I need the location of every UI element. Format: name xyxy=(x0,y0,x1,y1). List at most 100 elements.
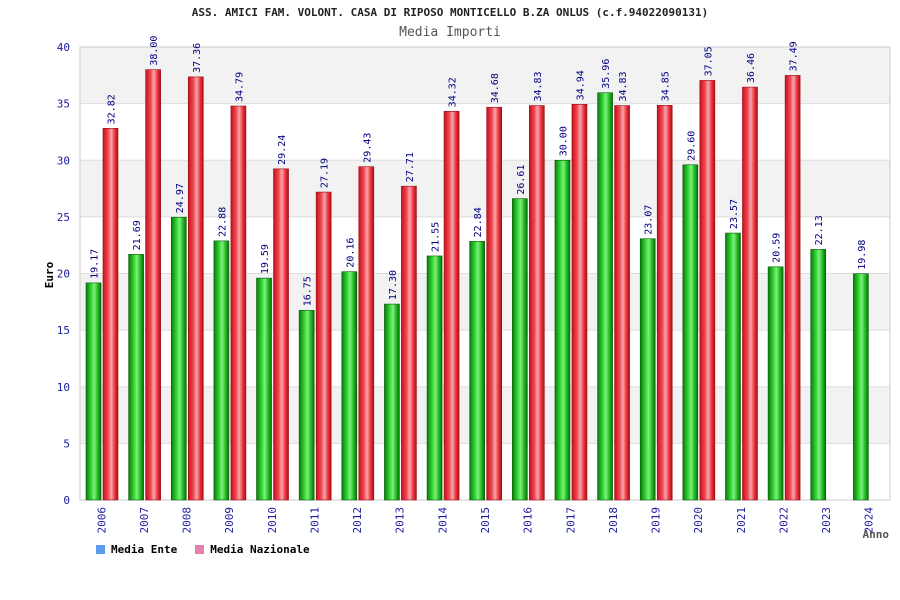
data-label: 22.13 xyxy=(814,215,825,245)
data-label: 19.17 xyxy=(90,249,101,279)
x-tick-label: 2024 xyxy=(863,507,876,534)
data-label: 34.68 xyxy=(490,73,501,103)
x-tick-label: 2017 xyxy=(564,507,577,534)
x-tick-label: 2014 xyxy=(436,507,449,534)
y-tick-label: 40 xyxy=(57,41,70,54)
y-tick-label: 35 xyxy=(57,98,70,111)
bar-media-nazionale xyxy=(529,105,545,501)
data-label: 34.83 xyxy=(618,71,629,101)
data-label: 34.32 xyxy=(448,77,459,107)
x-tick-label: 2018 xyxy=(607,507,620,534)
bar-media-nazionale xyxy=(102,128,119,501)
data-label: 34.94 xyxy=(575,70,586,100)
bar-media-nazionale xyxy=(273,168,289,501)
legend-swatch-media-nazionale xyxy=(195,545,205,554)
data-label: 35.96 xyxy=(601,59,612,89)
data-label: 16.75 xyxy=(303,276,314,306)
bar-media-ente xyxy=(554,159,571,501)
data-label: 20.16 xyxy=(345,238,356,268)
legend-item-media-ente: Media Ente xyxy=(96,543,177,556)
plot-frame xyxy=(79,46,891,501)
bar-media-ente xyxy=(512,198,528,501)
y-tick-label: 5 xyxy=(63,437,70,450)
bar-media-nazionale xyxy=(571,104,588,501)
data-label: 21.55 xyxy=(431,222,442,252)
bar-media-nazionale xyxy=(784,75,801,501)
x-axis-label: Anno xyxy=(863,528,890,541)
chart-subtitle: Media Importi xyxy=(399,25,501,40)
x-tick-label: 2010 xyxy=(266,507,279,534)
legend-label-media-nazionale: Media Nazionale xyxy=(210,543,310,556)
x-tick-label: 2020 xyxy=(692,507,705,534)
y-tick-label: 15 xyxy=(57,324,70,337)
legend: Media Ente Media Nazionale xyxy=(96,543,310,556)
data-label: 23.57 xyxy=(729,199,740,229)
bar-media-ente xyxy=(341,271,358,501)
x-tick-label: 2022 xyxy=(777,507,790,534)
bar-media-ente xyxy=(725,232,741,501)
bar-media-ente xyxy=(469,241,485,501)
legend-label-media-ente: Media Ente xyxy=(111,543,178,556)
data-label: 24.97 xyxy=(175,183,186,213)
y-tick-label: 20 xyxy=(57,268,70,281)
data-label: 29.60 xyxy=(686,131,697,161)
data-label: 37.49 xyxy=(789,41,800,71)
bar-media-nazionale xyxy=(230,105,247,501)
data-label: 27.71 xyxy=(405,152,416,182)
bar-media-ente xyxy=(85,282,102,501)
data-label: 37.05 xyxy=(703,46,714,76)
x-tick-label: 2011 xyxy=(308,507,321,534)
x-tick-label: 2016 xyxy=(522,507,535,534)
data-label: 36.46 xyxy=(746,53,757,83)
bar-media-nazionale xyxy=(699,80,716,501)
data-label: 34.83 xyxy=(533,71,544,101)
data-label: 19.59 xyxy=(260,244,271,274)
data-label: 30.00 xyxy=(558,126,569,156)
data-label: 17.30 xyxy=(388,270,399,300)
bar-media-nazionale xyxy=(315,191,332,501)
bar-media-ente xyxy=(256,277,272,501)
x-tick-label: 2006 xyxy=(95,507,108,534)
bar-media-nazionale xyxy=(656,105,673,501)
bar-media-nazionale xyxy=(187,76,204,501)
chart-title: ASS. AMICI FAM. VOLONT. CASA DI RIPOSO M… xyxy=(191,6,709,19)
bar-media-ente xyxy=(426,255,443,501)
x-tick-label: 2015 xyxy=(479,507,492,534)
data-label: 34.85 xyxy=(661,71,672,101)
x-tick-label: 2013 xyxy=(394,507,407,534)
bar-media-nazionale xyxy=(486,106,502,501)
bar-media-ente xyxy=(639,238,656,501)
x-tick-label: 2012 xyxy=(351,507,364,534)
bar-media-ente xyxy=(128,254,144,501)
bar-media-nazionale xyxy=(401,185,417,501)
data-label: 27.19 xyxy=(320,158,331,188)
data-label: 37.36 xyxy=(192,43,203,73)
bar-media-nazionale xyxy=(443,111,460,501)
y-tick-label: 25 xyxy=(57,211,70,224)
data-label: 22.84 xyxy=(473,207,484,237)
bar-media-ente xyxy=(810,249,827,501)
data-label: 22.88 xyxy=(217,207,228,237)
x-tick-label: 2023 xyxy=(820,507,833,534)
bar-media-ente xyxy=(298,310,315,501)
y-tick-label: 10 xyxy=(57,381,70,394)
bar-media-nazionale xyxy=(145,69,161,501)
x-tick-label: 2009 xyxy=(223,507,236,534)
data-label: 20.59 xyxy=(772,233,783,263)
y-tick-label: 0 xyxy=(63,494,70,507)
data-label: 38.00 xyxy=(149,36,160,66)
legend-item-media-nazionale: Media Nazionale xyxy=(195,543,310,556)
x-tick-label: 2008 xyxy=(181,507,194,534)
data-label: 23.07 xyxy=(644,205,655,235)
x-tick-label: 2019 xyxy=(650,507,663,534)
legend-swatch-media-ente xyxy=(96,545,105,554)
bar-media-nazionale xyxy=(614,105,630,501)
data-label: 29.43 xyxy=(362,133,373,163)
x-tick-label: 2007 xyxy=(138,507,151,534)
bar-media-nazionale xyxy=(358,166,375,501)
data-label: 29.24 xyxy=(277,135,288,165)
bar-media-ente xyxy=(384,303,400,501)
bar-media-nazionale xyxy=(742,86,758,501)
